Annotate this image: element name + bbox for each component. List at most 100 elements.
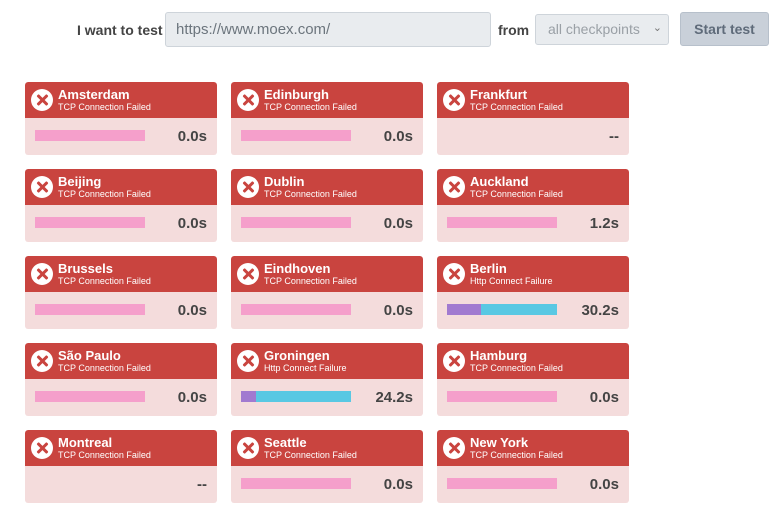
timing-bar [447, 304, 557, 315]
timing-bar-segment [447, 304, 482, 315]
card-header: Frankfurt TCP Connection Failed [437, 82, 629, 118]
response-time: 0.0s [177, 389, 207, 406]
card-header: Seattle TCP Connection Failed [231, 430, 423, 466]
status-text: TCP Connection Failed [264, 102, 357, 112]
card-header: New York TCP Connection Failed [437, 430, 629, 466]
city-name: Amsterdam [58, 87, 130, 102]
checkpoint-card-groningen[interactable]: Groningen Http Connect Failure 24.2s [231, 343, 423, 416]
checkpoint-card-sao-paulo[interactable]: São Paulo TCP Connection Failed 0.0s [25, 343, 217, 416]
card-header: Berlin Http Connect Failure [437, 256, 629, 292]
response-time: 0.0s [177, 215, 207, 232]
timing-bar-segment [241, 478, 351, 489]
card-header: Edinburgh TCP Connection Failed [231, 82, 423, 118]
status-text: TCP Connection Failed [58, 450, 151, 460]
error-icon [237, 437, 259, 459]
timing-bar [35, 391, 145, 402]
timing-bar-segment [241, 217, 351, 228]
timing-bar-segment [35, 130, 145, 141]
error-icon [31, 437, 53, 459]
card-header: Auckland TCP Connection Failed [437, 169, 629, 205]
card-header: Montreal TCP Connection Failed [25, 430, 217, 466]
card-header: Brussels TCP Connection Failed [25, 256, 217, 292]
response-time: 1.2s [589, 215, 619, 232]
timing-bar-segment [35, 304, 145, 315]
start-test-button[interactable]: Start test [680, 12, 769, 46]
card-header: São Paulo TCP Connection Failed [25, 343, 217, 379]
status-text: Http Connect Failure [470, 276, 553, 286]
timing-bar-segment [241, 304, 351, 315]
timing-bar-segment [35, 217, 145, 228]
city-name: Eindhoven [264, 261, 331, 276]
checkpoint-card-montreal[interactable]: Montreal TCP Connection Failed -- [25, 430, 217, 503]
checkpoint-card-eindhoven[interactable]: Eindhoven TCP Connection Failed 0.0s [231, 256, 423, 329]
checkpoint-card-brussels[interactable]: Brussels TCP Connection Failed 0.0s [25, 256, 217, 329]
city-name: Brussels [58, 261, 113, 276]
checkpoint-card-amsterdam[interactable]: Amsterdam TCP Connection Failed 0.0s [25, 82, 217, 155]
status-text: TCP Connection Failed [264, 189, 357, 199]
timing-bar [241, 478, 351, 489]
checkpoint-card-hamburg[interactable]: Hamburg TCP Connection Failed 0.0s [437, 343, 629, 416]
error-icon [31, 176, 53, 198]
response-time: 0.0s [589, 389, 619, 406]
chevron-down-icon: ⌄ [652, 22, 662, 34]
error-icon [237, 176, 259, 198]
city-name: Frankfurt [470, 87, 528, 102]
response-time: 0.0s [383, 476, 413, 493]
city-name: Seattle [264, 435, 307, 450]
error-icon [237, 263, 259, 285]
timing-bar-segment [241, 391, 257, 402]
checkpoint-card-seattle[interactable]: Seattle TCP Connection Failed 0.0s [231, 430, 423, 503]
checkpoint-card-beijing[interactable]: Beijing TCP Connection Failed 0.0s [25, 169, 217, 242]
timing-bar-segment [447, 391, 557, 402]
checkpoint-card-frankfurt[interactable]: Frankfurt TCP Connection Failed -- [437, 82, 629, 155]
timing-bar [447, 391, 557, 402]
response-time: 0.0s [383, 128, 413, 145]
url-input[interactable] [165, 12, 491, 47]
card-header: Eindhoven TCP Connection Failed [231, 256, 423, 292]
error-icon [237, 89, 259, 111]
error-icon [443, 350, 465, 372]
status-text: TCP Connection Failed [264, 276, 357, 286]
timing-bar-segment [35, 391, 145, 402]
response-time: 30.2s [581, 302, 619, 319]
city-name: Dublin [264, 174, 305, 189]
error-icon [237, 350, 259, 372]
response-time: 24.2s [375, 389, 413, 406]
response-time: 0.0s [383, 302, 413, 319]
status-text: TCP Connection Failed [470, 102, 563, 112]
checkpoint-card-edinburgh[interactable]: Edinburgh TCP Connection Failed 0.0s [231, 82, 423, 155]
checkpoint-card-new-york[interactable]: New York TCP Connection Failed 0.0s [437, 430, 629, 503]
response-time: -- [609, 128, 619, 145]
city-name: Hamburg [470, 348, 528, 363]
city-name: Beijing [58, 174, 102, 189]
checkpoint-card-berlin[interactable]: Berlin Http Connect Failure 30.2s [437, 256, 629, 329]
timing-bar-segment [241, 130, 351, 141]
timing-bar-segment [447, 217, 557, 228]
error-icon [443, 176, 465, 198]
timing-bar [35, 130, 145, 141]
timing-bar-segment [256, 391, 351, 402]
city-name: Auckland [470, 174, 529, 189]
city-name: Groningen [264, 348, 330, 363]
checkpoint-card-auckland[interactable]: Auckland TCP Connection Failed 1.2s [437, 169, 629, 242]
timing-bar [241, 130, 351, 141]
error-icon [31, 89, 53, 111]
response-time: 0.0s [383, 215, 413, 232]
error-icon [31, 350, 53, 372]
status-text: TCP Connection Failed [58, 189, 151, 199]
checkpoints-select[interactable]: all checkpoints ⌄ [535, 14, 669, 45]
error-icon [443, 263, 465, 285]
error-icon [443, 437, 465, 459]
timing-bar [35, 478, 145, 489]
status-text: TCP Connection Failed [470, 189, 563, 199]
response-time: 0.0s [177, 128, 207, 145]
status-text: TCP Connection Failed [58, 276, 151, 286]
status-text: TCP Connection Failed [58, 363, 151, 373]
timing-bar [241, 217, 351, 228]
response-time: 0.0s [177, 302, 207, 319]
city-name: Montreal [58, 435, 113, 450]
timing-bar [447, 130, 557, 141]
checkpoints-select-value: all checkpoints [548, 21, 640, 37]
checkpoint-card-dublin[interactable]: Dublin TCP Connection Failed 0.0s [231, 169, 423, 242]
city-name: Edinburgh [264, 87, 329, 102]
